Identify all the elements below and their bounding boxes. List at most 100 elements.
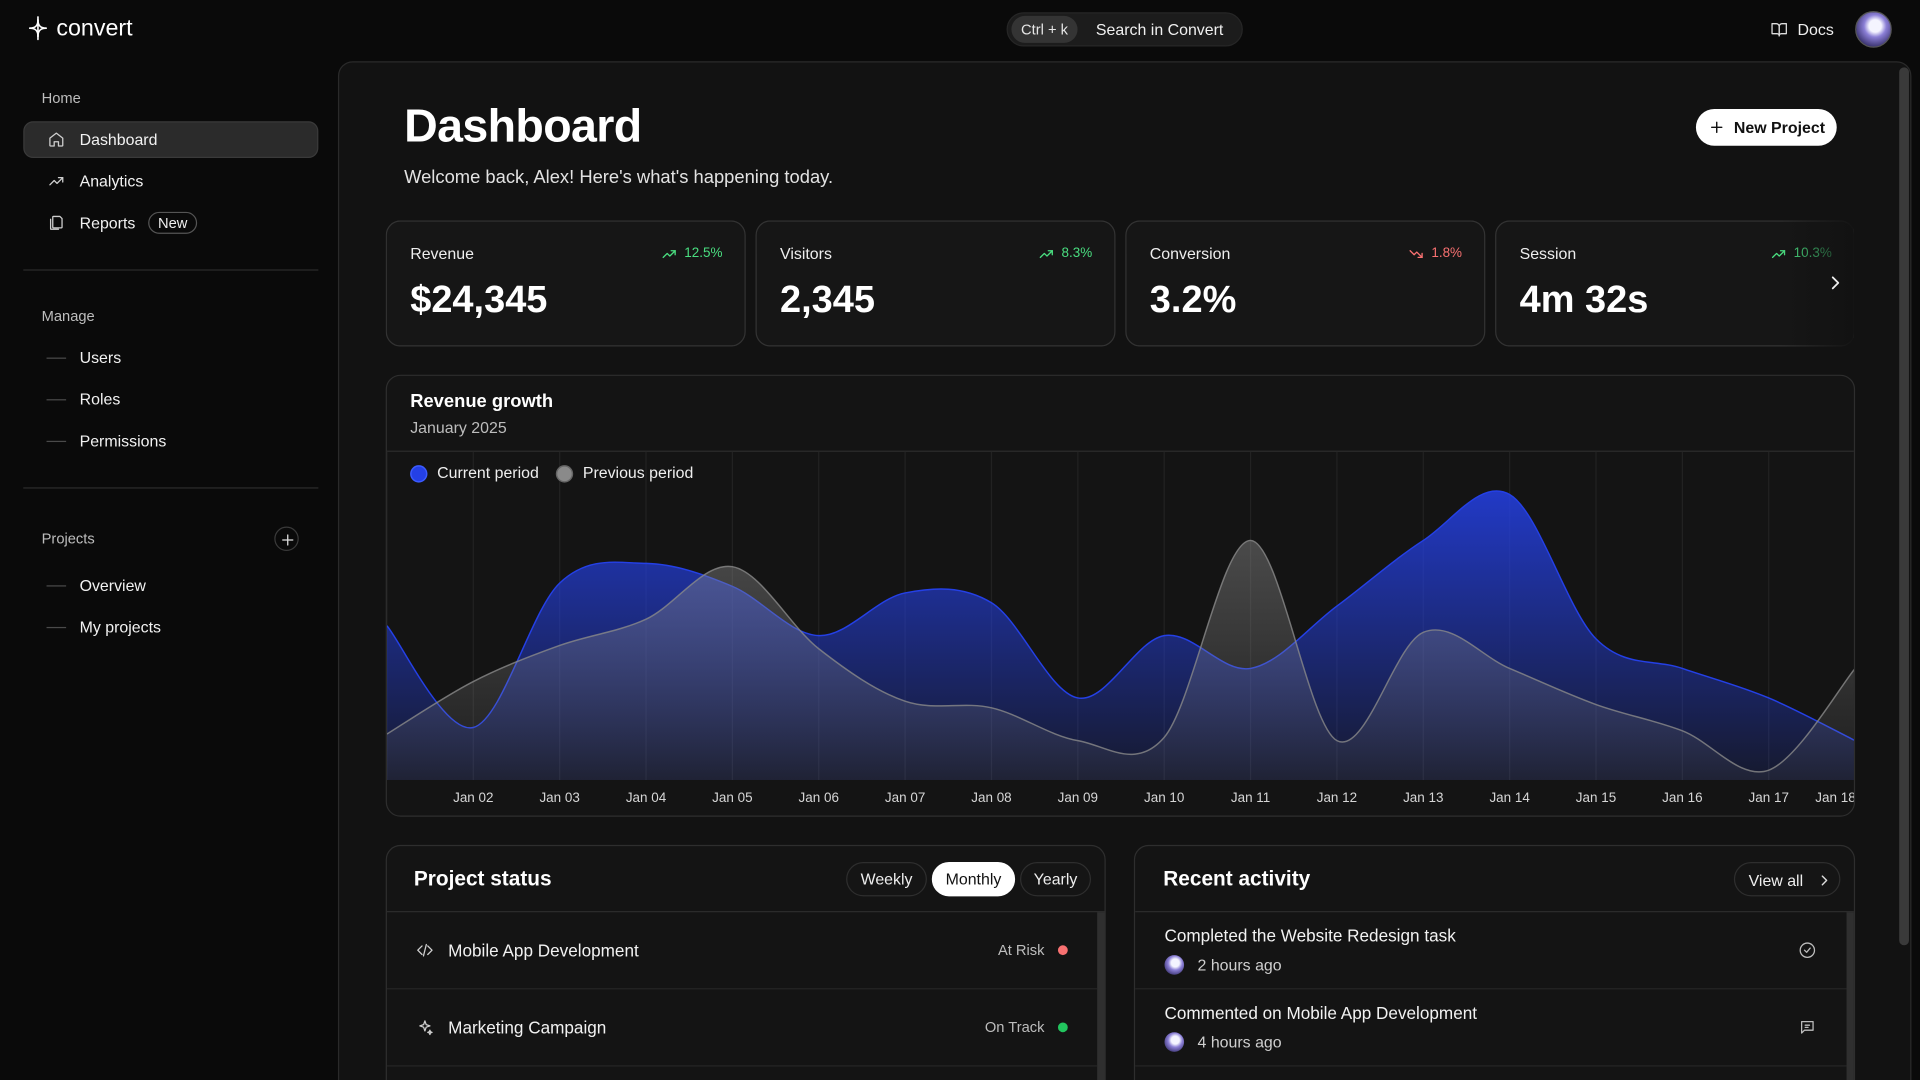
- stat-trend-icon: [1409, 250, 1423, 259]
- stats-next: [1831, 276, 1840, 290]
- view-all-label: View all: [1748, 871, 1804, 890]
- card-title: Project status: [413, 866, 552, 891]
- activity-icon-stroke: [1799, 942, 1816, 958]
- legend-label: Current period: [437, 465, 539, 482]
- project-icon: [417, 943, 433, 957]
- card-divider: [1135, 911, 1854, 913]
- docs-link[interactable]: Docs: [1797, 20, 1834, 39]
- project-name[interactable]: Mobile App Development: [448, 940, 639, 960]
- nav-dash: [46, 626, 67, 629]
- stat-label: Conversion: [1149, 244, 1231, 263]
- stat-card: Conversion 1.8% 3.2%: [1125, 220, 1486, 347]
- nav-icon-stroke: [57, 177, 64, 183]
- stat-card: Visitors 8.3% 2,345: [755, 220, 1116, 347]
- page-title: Dashboard: [404, 101, 642, 153]
- row-divider: [386, 988, 1098, 990]
- x-tick-label: Jan 04: [626, 790, 667, 805]
- card-scrollbar: [1846, 912, 1854, 1080]
- activity-icon-stroke: [1803, 947, 1811, 953]
- card-scrollbar: [1097, 912, 1105, 1080]
- shortcut-chip: Ctrl + k: [1011, 15, 1078, 43]
- activity-icon: [1799, 942, 1816, 958]
- x-tick-label: Jan 10: [1144, 790, 1184, 805]
- x-tick-label: Jan 17: [1749, 790, 1789, 805]
- status-dot: [1057, 1022, 1068, 1033]
- activity-time: 2 hours ago: [1197, 955, 1282, 975]
- stat-change: 12.5%: [684, 246, 723, 261]
- stat-trend-icon: [662, 250, 676, 259]
- search-bar[interactable]: Ctrl + k Search in Convert: [1006, 12, 1243, 47]
- period-tab[interactable]: Monthly: [931, 862, 1016, 897]
- logo-mark-stroke: [37, 27, 47, 38]
- section-title: Projects: [41, 530, 95, 548]
- sidebar-divider: [23, 269, 319, 271]
- nav-icon-stroke: [49, 132, 64, 147]
- nav-label[interactable]: Roles: [79, 390, 121, 409]
- legend-swatch: [555, 465, 574, 483]
- activity-icon-stroke: [1800, 1020, 1814, 1034]
- view-all-button[interactable]: View all: [1733, 862, 1841, 897]
- project-status: At Risk: [997, 941, 1045, 959]
- nav-label[interactable]: Overview: [79, 576, 146, 595]
- project-icon-stroke: [417, 945, 423, 956]
- nav-label[interactable]: Reports: [79, 213, 136, 233]
- stat-value: 2,345: [780, 277, 875, 321]
- nav-active-bg[interactable]: [23, 121, 319, 158]
- legend-label: Previous period: [583, 465, 694, 482]
- nav-label[interactable]: Analytics: [79, 172, 144, 191]
- stat-trend-icon-stroke: [1047, 250, 1054, 256]
- x-tick-label: Jan 14: [1489, 790, 1530, 805]
- area-line: [386, 539, 1854, 773]
- nav-label[interactable]: My projects: [79, 617, 161, 637]
- card-divider: [386, 911, 1105, 913]
- nav-label[interactable]: Permissions: [79, 431, 167, 450]
- search-placeholder: Search in Convert: [1095, 20, 1224, 39]
- add-project-button[interactable]: [274, 526, 299, 552]
- nav-label[interactable]: Dashboard: [79, 130, 158, 149]
- x-tick-label: Jan 03: [539, 790, 579, 805]
- x-tick-label: Jan 07: [885, 790, 925, 805]
- activity-text: Completed the Website Redesign task: [1164, 925, 1456, 946]
- period-tab[interactable]: Weekly: [846, 862, 927, 897]
- period-tab[interactable]: Yearly: [1020, 862, 1092, 897]
- project-name[interactable]: Marketing Campaign: [448, 1017, 607, 1038]
- chart-card: Revenue growth January 2025 Jan 02 Jan 03 Ja…: [385, 374, 1856, 817]
- project-icon: [419, 1020, 433, 1036]
- section-title: Home: [41, 89, 81, 107]
- chart-header-divider: [386, 450, 1854, 452]
- activity-icon: [1800, 1020, 1814, 1034]
- x-tick-label: Jan 18: [1815, 790, 1855, 805]
- project-status: On Track: [984, 1018, 1045, 1036]
- nav-badge: New: [148, 211, 198, 234]
- x-tick-label: Jan 15: [1576, 790, 1616, 805]
- area-line: [386, 490, 1854, 741]
- docs-icon-stroke: [1771, 23, 1780, 37]
- period-tab-label: Monthly: [945, 870, 1002, 889]
- logo-mark-stroke: [37, 19, 47, 29]
- project-icon-stroke: [427, 945, 433, 956]
- section-title: Manage: [41, 307, 95, 325]
- nav-icon: [49, 132, 64, 147]
- row-divider: [1135, 988, 1847, 990]
- period-tab-label: Weekly: [860, 870, 913, 889]
- area-fill: [386, 540, 1854, 781]
- x-tick-label: Jan 11: [1231, 790, 1270, 805]
- nav-icon-stroke: [49, 218, 60, 230]
- new-project-button[interactable]: New Project: [1695, 108, 1837, 146]
- add-project-icon: [282, 534, 294, 546]
- nav-label[interactable]: Users: [79, 348, 122, 367]
- user-avatar[interactable]: [1855, 11, 1892, 48]
- x-tick-label: Jan 08: [971, 790, 1011, 805]
- main-scrollbar: [1899, 67, 1909, 946]
- stat-card: Revenue 12.5% $24,345: [385, 220, 746, 347]
- nav-dash: [46, 399, 67, 401]
- view-all-chevron: [1821, 875, 1828, 886]
- stat-label: Session: [1519, 244, 1577, 263]
- legend-swatch: [410, 465, 428, 483]
- view-all-chevron-stroke: [1821, 875, 1828, 886]
- stat-trend-icon-stroke: [1417, 252, 1423, 259]
- x-tick-label: Jan 06: [799, 790, 839, 805]
- stat-value: $24,345: [410, 277, 548, 321]
- stat-change: 1.8%: [1431, 246, 1463, 261]
- x-tick-label: Jan 12: [1317, 790, 1357, 805]
